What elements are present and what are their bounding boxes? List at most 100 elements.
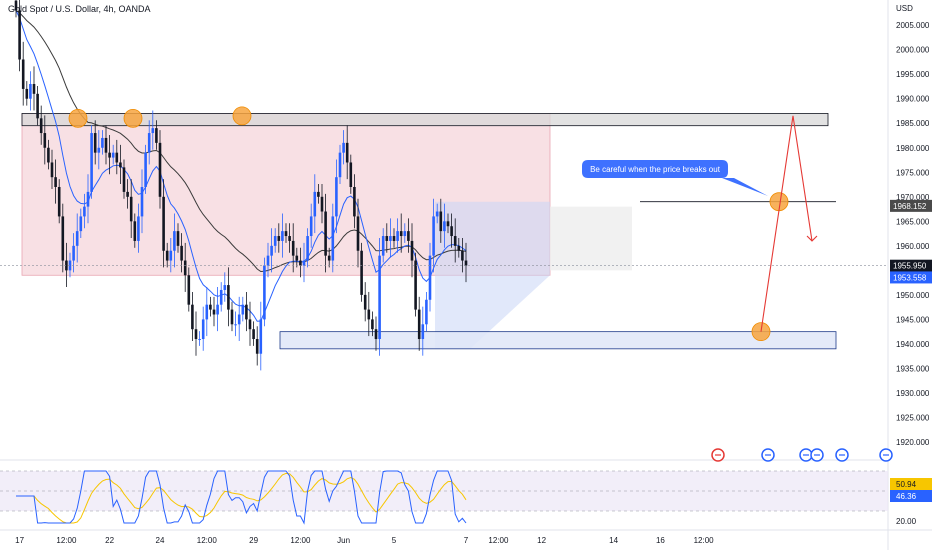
time-tick: Jun	[337, 536, 350, 545]
candle-body	[446, 221, 450, 227]
candle-body	[219, 289, 223, 305]
candle-body	[396, 231, 399, 241]
price-tick: 1950.000	[896, 291, 930, 300]
candle-body	[18, 10, 21, 60]
candle-body	[176, 231, 180, 246]
price-tick: 1965.000	[896, 217, 930, 226]
candle-body	[47, 147, 50, 163]
time-tick: 12:00	[290, 536, 311, 545]
candle-body	[252, 329, 255, 340]
candle-body	[165, 250, 169, 261]
candle-body	[349, 162, 353, 187]
price-tick: 2005.000	[896, 21, 930, 30]
candle-body	[338, 152, 342, 178]
candle-body	[133, 221, 137, 241]
candle-body	[144, 152, 147, 187]
candle-body	[428, 255, 432, 300]
candle-body	[115, 152, 119, 163]
candle-body	[453, 236, 457, 246]
time-tick: 7	[464, 536, 469, 545]
candle-body	[457, 245, 461, 251]
rsi-tag-label: 46.36	[896, 492, 917, 501]
candle-body	[356, 216, 360, 251]
candle-body	[255, 339, 259, 354]
price-tick: 1925.000	[896, 413, 930, 422]
time-tick: 12	[537, 536, 546, 545]
candle-body	[32, 84, 36, 94]
candle-body	[407, 231, 410, 241]
price-tick: 1980.000	[896, 144, 930, 153]
pivot-marker	[232, 106, 252, 126]
rsi-tag-label: 50.94	[896, 480, 917, 489]
candle-body	[50, 162, 54, 178]
pivot-marker	[123, 108, 143, 128]
candle-body	[360, 250, 363, 295]
candle-body	[335, 177, 338, 217]
candle-body	[392, 236, 396, 241]
candle-body	[36, 93, 39, 119]
candle-body	[399, 231, 403, 237]
candle-body	[461, 250, 464, 261]
time-tick: 17	[15, 536, 24, 545]
candle-body	[83, 206, 86, 217]
candle-body	[187, 275, 191, 305]
candle-body	[273, 236, 277, 246]
candle-body	[414, 260, 417, 310]
candle-body	[57, 186, 61, 217]
price-tick: 1935.000	[896, 364, 930, 373]
price-tick: 1960.000	[896, 242, 930, 251]
candle-body	[39, 118, 43, 134]
cloud-fill	[435, 201, 550, 349]
candle-body	[158, 142, 162, 197]
candle-body	[194, 329, 198, 340]
candle-body	[288, 236, 291, 241]
candle-body	[306, 236, 309, 261]
rsi-tag	[890, 490, 932, 502]
candle-body	[421, 324, 425, 340]
resistance-zone	[21, 113, 829, 127]
rsi-ma-line	[16, 472, 467, 524]
candle-body	[281, 231, 284, 241]
candle-body	[270, 245, 273, 256]
candle-body	[237, 314, 241, 325]
candle-body	[137, 216, 140, 241]
candle-body	[464, 260, 468, 266]
time-tick: 12:00	[56, 536, 77, 545]
candle-body	[198, 339, 201, 341]
candle-body	[209, 304, 212, 310]
candle-body	[443, 221, 446, 232]
price-tick: 1945.000	[896, 315, 930, 324]
candle-body	[299, 260, 302, 266]
price-tag	[890, 259, 932, 272]
time-tick: 5	[392, 536, 397, 545]
candle-body	[93, 133, 97, 153]
candle-body	[284, 231, 288, 237]
candle-body	[173, 231, 176, 251]
candle-body	[151, 128, 155, 134]
rsi-tick: 20.00	[896, 517, 917, 526]
candle-body	[389, 236, 392, 241]
price-tick: 1970.000	[896, 193, 930, 202]
shade-box	[550, 206, 632, 271]
candle-body	[90, 133, 93, 192]
candle-body	[291, 240, 295, 256]
rsi-tag	[890, 478, 932, 490]
candle-body	[324, 211, 327, 256]
candle-body	[180, 245, 183, 261]
candle-body	[104, 137, 108, 153]
candle-body	[425, 299, 428, 325]
candle-body	[381, 236, 385, 256]
time-tick: 16	[656, 536, 665, 545]
candle-body	[266, 255, 270, 266]
candle-body	[147, 133, 151, 153]
candle-body	[385, 236, 389, 241]
candle-body	[378, 255, 381, 340]
candle-body	[277, 236, 281, 241]
candle-body	[403, 231, 407, 237]
candle-body	[374, 329, 378, 340]
candle-body	[363, 294, 367, 310]
price-tick: 1990.000	[896, 95, 930, 104]
candle-body	[140, 186, 144, 217]
ma-fast-line	[15, 10, 467, 322]
